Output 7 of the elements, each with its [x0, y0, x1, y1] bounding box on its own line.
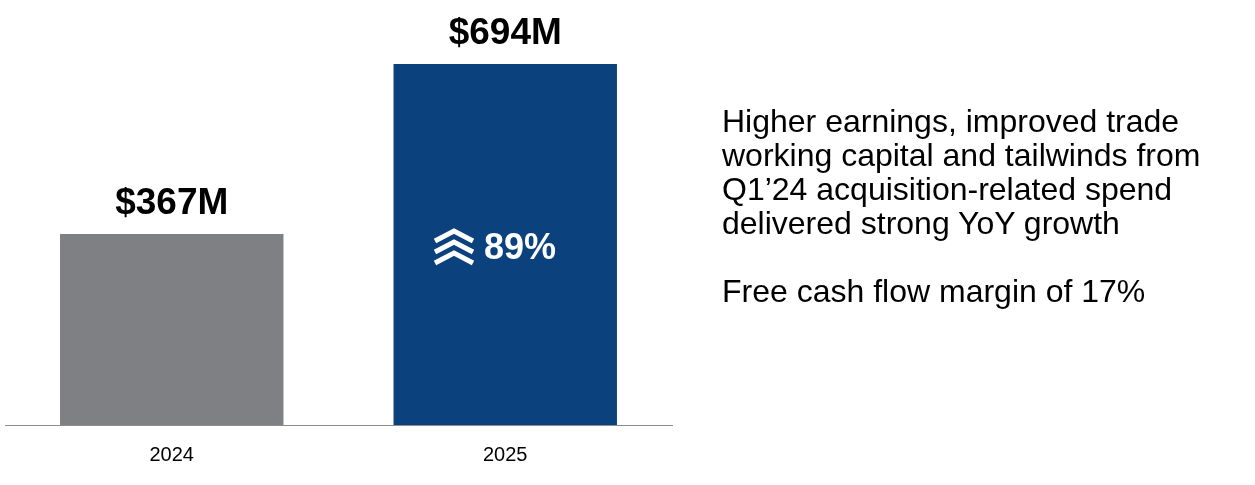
text: Free cash flow margin of 17%	[722, 273, 1147, 309]
annotation: 89%	[484, 226, 557, 268]
data-label: $367M	[115, 180, 229, 222]
data-label: $694M	[448, 10, 562, 52]
x-tick-label: 2025	[483, 442, 528, 465]
x-tick-label: 2024	[149, 442, 194, 465]
text: Higher earnings, improved trade working capital and tailwinds from Q1’24 acquisition-related spend delivered strong YoY growth	[722, 103, 1202, 241]
